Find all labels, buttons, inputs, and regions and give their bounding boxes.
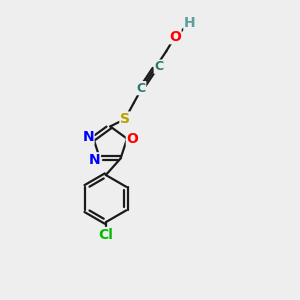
Text: Cl: Cl	[98, 227, 113, 242]
Text: C: C	[154, 60, 164, 73]
Text: O: O	[126, 132, 138, 146]
Text: C: C	[136, 82, 146, 95]
Text: O: O	[169, 30, 181, 44]
Text: H: H	[184, 16, 196, 30]
Text: S: S	[120, 112, 130, 126]
Text: N: N	[82, 130, 94, 144]
Text: N: N	[89, 153, 100, 167]
